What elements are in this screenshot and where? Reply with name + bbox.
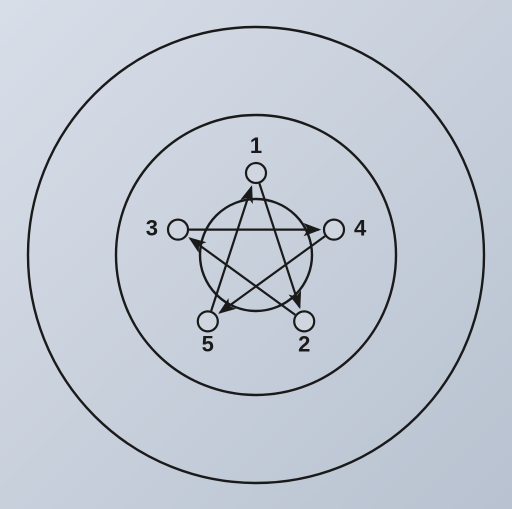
concentric-circle-0: [28, 27, 484, 483]
node-2: [294, 311, 314, 331]
node-1: [246, 163, 266, 183]
node-4: [324, 220, 344, 240]
node-label-4: 4: [354, 216, 367, 241]
nodes-group: 1 4 2 5 3: [146, 133, 367, 356]
edge-2-3: [190, 238, 295, 314]
edge-1-2: [259, 183, 299, 307]
node-5: [198, 311, 218, 331]
node-label-2: 2: [298, 331, 310, 356]
node-label-1: 1: [250, 133, 262, 158]
node-label-3: 3: [146, 216, 158, 241]
edges-group: [189, 183, 325, 314]
node-3: [168, 220, 188, 240]
pentagram-diagram: 1 4 2 5 3: [0, 0, 512, 509]
node-label-5: 5: [202, 331, 214, 356]
diagram-stage: 1 4 2 5 3: [0, 0, 512, 509]
